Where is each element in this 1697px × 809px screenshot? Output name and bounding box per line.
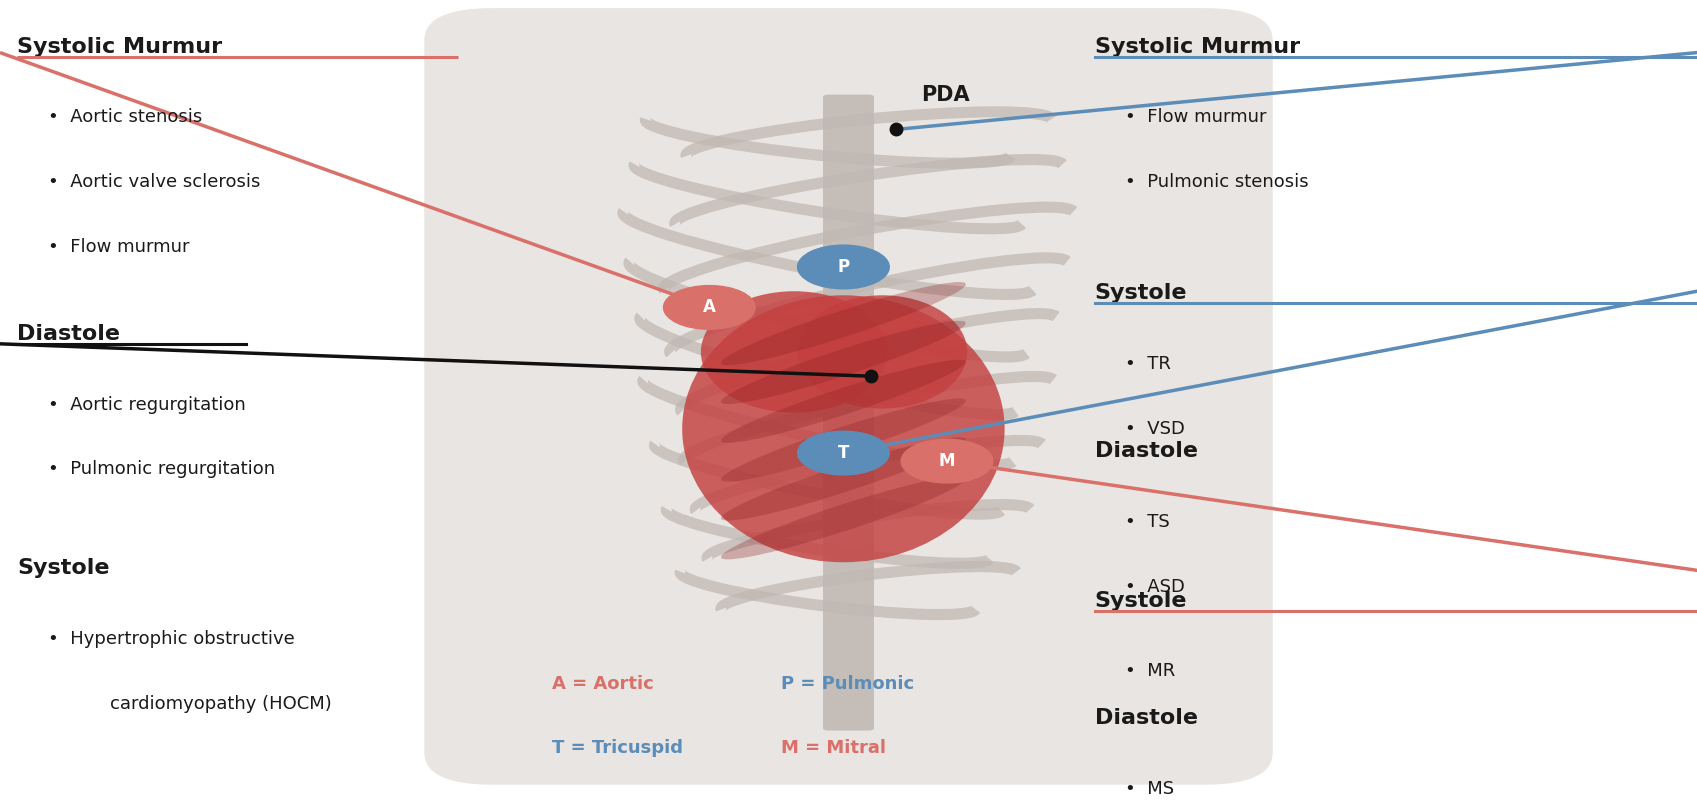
FancyBboxPatch shape [823, 95, 874, 731]
Circle shape [664, 286, 755, 329]
Circle shape [798, 245, 889, 289]
FancyBboxPatch shape [424, 8, 1273, 785]
Text: A: A [703, 299, 716, 316]
Text: Systolic Murmur: Systolic Murmur [1095, 36, 1300, 57]
Ellipse shape [721, 438, 966, 520]
Ellipse shape [798, 295, 967, 409]
Text: Diastole: Diastole [17, 324, 120, 344]
Ellipse shape [721, 321, 966, 404]
Text: •  ASD: • ASD [1125, 578, 1185, 595]
Circle shape [901, 439, 993, 483]
Text: •  TS: • TS [1125, 513, 1169, 531]
Ellipse shape [721, 282, 966, 365]
Text: PDA: PDA [921, 85, 971, 105]
Text: •  MS: • MS [1125, 780, 1174, 798]
Text: •  VSD: • VSD [1125, 420, 1185, 438]
Text: M: M [938, 452, 955, 470]
Ellipse shape [701, 291, 888, 413]
Text: •  TR: • TR [1125, 355, 1171, 373]
Circle shape [798, 431, 889, 475]
Text: cardiomyopathy (HOCM): cardiomyopathy (HOCM) [110, 695, 333, 713]
Text: Systole: Systole [1095, 283, 1188, 303]
Text: P = Pulmonic: P = Pulmonic [781, 675, 913, 693]
Text: Diastole: Diastole [1095, 441, 1198, 461]
Text: •  MR: • MR [1125, 663, 1176, 680]
Text: •  Aortic stenosis: • Aortic stenosis [48, 108, 202, 126]
Ellipse shape [721, 399, 966, 481]
Text: T: T [838, 444, 848, 462]
Text: •  Flow murmur: • Flow murmur [1125, 108, 1266, 126]
Text: Systolic Murmur: Systolic Murmur [17, 36, 222, 57]
Ellipse shape [682, 295, 1005, 562]
Text: •  Aortic valve sclerosis: • Aortic valve sclerosis [48, 173, 260, 191]
Text: P: P [837, 258, 850, 276]
Text: Diastole: Diastole [1095, 708, 1198, 728]
Text: •  Hypertrophic obstructive: • Hypertrophic obstructive [48, 630, 294, 648]
Ellipse shape [721, 360, 966, 443]
Text: T = Tricuspid: T = Tricuspid [552, 739, 682, 757]
Text: •  Aortic regurgitation: • Aortic regurgitation [48, 396, 246, 413]
Text: M = Mitral: M = Mitral [781, 739, 886, 757]
Text: A = Aortic: A = Aortic [552, 675, 653, 693]
Text: •  Pulmonic stenosis: • Pulmonic stenosis [1125, 173, 1308, 191]
Text: •  Flow murmur: • Flow murmur [48, 238, 188, 256]
Text: Systole: Systole [17, 558, 110, 578]
Ellipse shape [721, 477, 966, 559]
Text: •  Pulmonic regurgitation: • Pulmonic regurgitation [48, 460, 275, 478]
Text: Systole: Systole [1095, 591, 1188, 611]
